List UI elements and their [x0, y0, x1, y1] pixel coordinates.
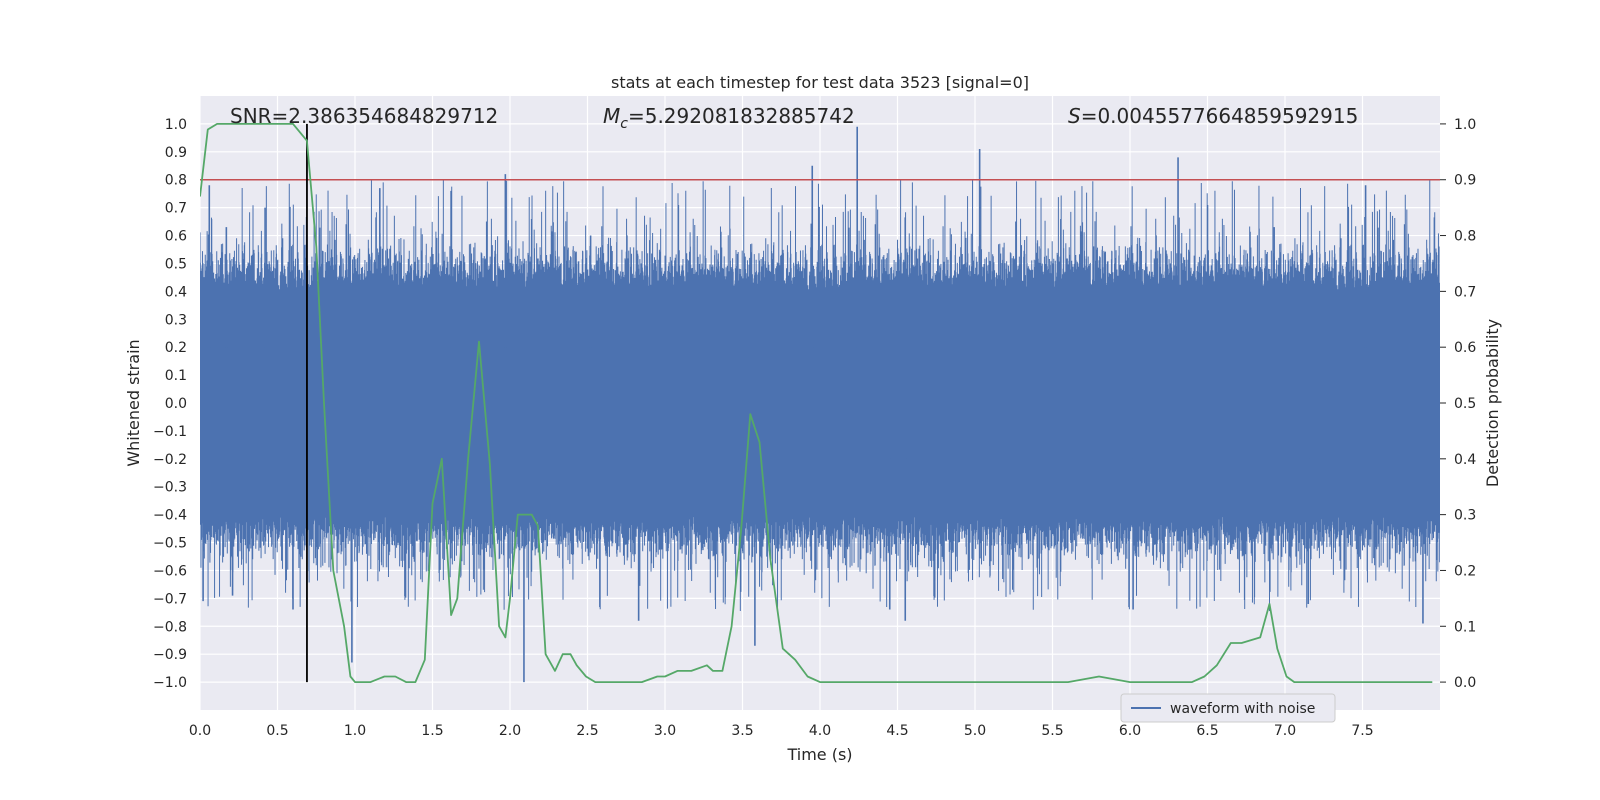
y-right-tick-label: 0.0	[1454, 675, 1476, 691]
y-left-tick-label: −0.7	[153, 591, 187, 607]
waveform-with-noise-series	[200, 126, 1440, 683]
legend-box	[1120, 693, 1336, 723]
y-left-tick-label: 0.7	[165, 201, 187, 217]
y-left-tick-label: −0.6	[153, 563, 187, 579]
y-left-tick-label: −0.3	[153, 480, 187, 496]
y-axis-label-left: Whitened strain	[124, 339, 143, 466]
y-left-tick-label: 0.4	[165, 284, 187, 300]
waveform-noise-core	[200, 347, 1440, 459]
detection-probability-line	[200, 123, 1433, 683]
x-tick-label: 0.0	[189, 723, 211, 739]
x-tick-label: 3.0	[654, 723, 676, 739]
y-left-tick-label: −0.1	[153, 424, 187, 440]
x-tick-label: 6.5	[1196, 723, 1218, 739]
x-tick-label: 1.5	[421, 723, 443, 739]
x-tick-label: 4.0	[809, 723, 831, 739]
y-right-tick-label: 0.6	[1454, 340, 1476, 356]
chart-title: stats at each timestep for test data 352…	[611, 73, 1029, 92]
y-right-tick-label: 0.8	[1454, 229, 1476, 245]
y-left-tick-label: 0.6	[165, 229, 187, 245]
y-left-tick-label: −0.8	[153, 619, 187, 635]
y-left-tick-label: −0.2	[153, 452, 187, 468]
y-left-tick-label: 0.5	[165, 256, 187, 272]
y-right-tick-label: 0.2	[1454, 563, 1476, 579]
s-annotation: S=0.0045577664859592915	[1068, 104, 1358, 128]
y-axis-label-right: Detection probability	[1483, 319, 1502, 487]
y-left-tick-label: 0.1	[165, 368, 187, 384]
legend-label-waveform: waveform with noise	[1170, 701, 1315, 717]
y-left-tick-label: −0.9	[153, 647, 187, 663]
y-left-tick-label: 0.2	[165, 340, 187, 356]
s-value: =0.0045577664859592915	[1081, 104, 1359, 128]
y-left-tick-label: −1.0	[153, 675, 187, 691]
x-tick-label: 2.0	[499, 723, 521, 739]
snr-annotation: SNR=2.386354684829712	[230, 104, 498, 128]
s-symbol: S	[1068, 104, 1081, 128]
x-tick-label: 5.0	[964, 723, 986, 739]
chirp-mass-subscript: c	[620, 116, 628, 132]
y-left-tick-label: 0.8	[165, 173, 187, 189]
y-right-tick-label: 0.1	[1454, 619, 1476, 635]
x-tick-label: 5.5	[1041, 723, 1063, 739]
chirp-mass-symbol: M	[603, 104, 620, 128]
y-left-tick-label: 0.9	[165, 145, 187, 161]
y-left-tick-label: 1.0	[165, 117, 187, 133]
y-left-tick-label: −0.4	[153, 508, 187, 524]
y-right-tick-label: 0.9	[1454, 173, 1476, 189]
y-right-tick-label: 0.4	[1454, 452, 1476, 468]
chirp-mass-value: =5.292081832885742	[628, 104, 855, 128]
x-tick-label: 2.5	[576, 723, 598, 739]
y-right-tick-label: 0.7	[1454, 284, 1476, 300]
x-tick-label: 6.0	[1119, 723, 1141, 739]
x-tick-label: 0.5	[266, 723, 288, 739]
x-axis-label: Time (s)	[786, 745, 852, 764]
y-right-tick-label: 0.5	[1454, 396, 1476, 412]
y-right-tick-label: 1.0	[1454, 117, 1476, 133]
x-tick-label: 1.0	[344, 723, 366, 739]
y-left-tick-label: 0.3	[165, 312, 187, 328]
x-tick-label: 4.5	[886, 723, 908, 739]
x-tick-label: 3.5	[731, 723, 753, 739]
x-tick-label: 7.5	[1351, 723, 1373, 739]
y-left-tick-label: 0.0	[165, 396, 187, 412]
y-right-tick-label: 0.3	[1454, 508, 1476, 524]
x-tick-label: 7.0	[1274, 723, 1296, 739]
chirp-mass-annotation: Mc=5.292081832885742	[603, 104, 855, 132]
legend: waveform with noise	[1120, 693, 1336, 723]
y-left-tick-label: −0.5	[153, 536, 187, 552]
